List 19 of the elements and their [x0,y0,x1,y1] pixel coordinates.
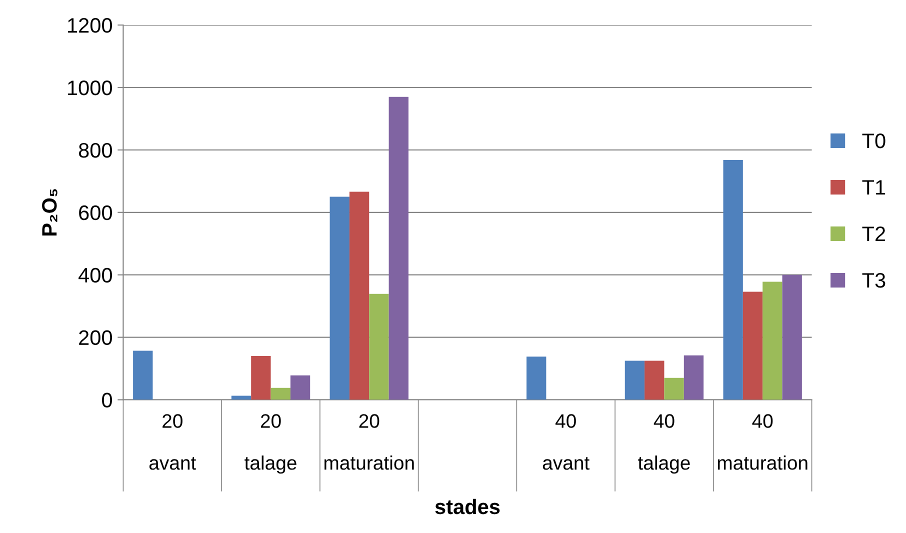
y-tick-label: 0 [102,392,112,408]
y-tick-label: 800 [78,142,112,158]
y-tick-label: 1200 [68,18,112,33]
category-label: 40 avant [542,414,590,470]
legend-label: T0 [862,133,886,148]
category-label: 40 maturation [718,414,808,470]
legend-label: T1 [862,180,886,195]
y-tick-label: 200 [79,330,112,346]
legend-label: T3 [862,272,886,288]
category-label: 20 talage [244,414,296,474]
category-label: 20 maturation [324,414,414,470]
y-axis-title: P₂O₅ [42,189,58,236]
y-tick-label: 600 [79,205,112,220]
category-label: 20 avant [149,414,196,470]
x-axis-title: stades [435,498,500,514]
y-tick-label: 1000 [68,80,112,96]
legend-label: T2 [862,226,886,242]
y-tick-label: 400 [78,268,112,283]
category-label: 40 talage [638,414,690,474]
